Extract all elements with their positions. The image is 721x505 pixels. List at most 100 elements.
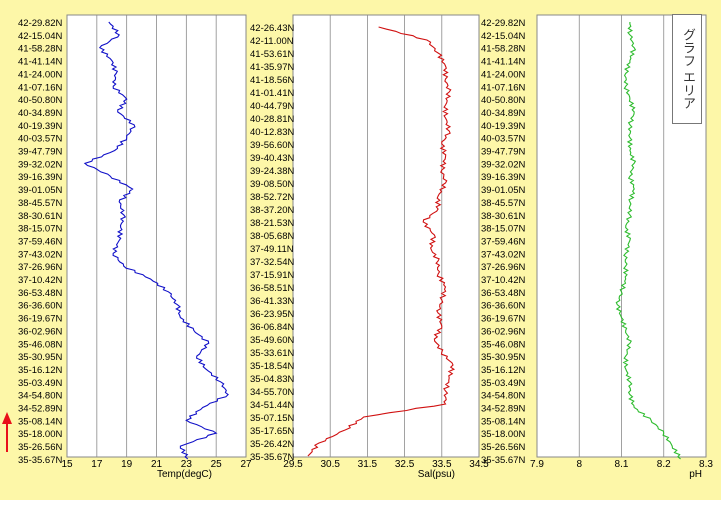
y-tick-label: 35-30.95N — [481, 352, 526, 363]
y-tick-label: 41-18.56N — [250, 75, 295, 86]
x-tick-label: 27 — [240, 459, 252, 470]
y-tick-label: 36-53.48N — [481, 288, 526, 299]
y-tick-label: 35-46.08N — [481, 339, 526, 350]
y-tick-label: 39-47.79N — [18, 147, 63, 158]
y-tick-label: 35-18.54N — [250, 361, 295, 372]
y-tick-label: 35-07.15N — [250, 413, 295, 424]
y-tick-label: 35-46.08N — [18, 339, 63, 350]
y-tick-label: 40-19.39N — [18, 121, 63, 132]
y-tick-label: 38-15.07N — [481, 224, 526, 235]
series-line-1 — [83, 21, 229, 460]
y-tick-label: 38-05.68N — [250, 231, 295, 242]
y-tick-label: 35-26.56N — [18, 442, 63, 453]
y-tick-label: 41-01.41N — [250, 88, 295, 99]
y-tick-label: 41-58.28N — [18, 44, 63, 55]
x-tick-label: 29.5 — [283, 459, 303, 470]
y-tick-label: 38-45.57N — [481, 198, 526, 209]
y-tick-label: 36-23.95N — [250, 309, 295, 320]
x-tick-label: 31.5 — [358, 459, 378, 470]
y-tick-label: 36-19.67N — [18, 314, 63, 325]
x-tick-label: 21 — [151, 459, 163, 470]
y-tick-label: 35-33.61N — [250, 348, 295, 359]
y-tick-label: 40-34.89N — [18, 108, 63, 119]
y-tick-label: 37-59.46N — [481, 236, 526, 247]
y-tick-label: 38-21.53N — [250, 218, 295, 229]
y-tick-label: 41-58.28N — [481, 44, 526, 55]
y-tick-label: 37-10.42N — [481, 275, 526, 286]
y-tick-label: 35-17.65N — [250, 426, 295, 437]
y-tick-label: 36-06.84N — [250, 322, 295, 333]
y-tick-label: 41-53.61N — [250, 49, 295, 60]
y-tick-label: 42-11.00N — [250, 36, 294, 47]
x-tick-label: 8.3 — [699, 459, 713, 470]
y-tick-label: 40-50.80N — [481, 95, 526, 106]
y-tick-label: 35-35.67N — [18, 455, 63, 466]
x-tick-label: 8.1 — [615, 459, 629, 470]
plot-area-2 — [292, 14, 480, 458]
x-tick-label: 15 — [61, 459, 73, 470]
y-tick-label: 38-45.57N — [18, 198, 63, 209]
y-tick-label: 39-32.02N — [18, 159, 63, 170]
y-tick-label: 39-16.39N — [481, 172, 526, 183]
y-tick-label: 42-26.43N — [250, 23, 295, 34]
y-tick-label: 35-08.14N — [481, 416, 526, 427]
y-tick-label: 34-54.80N — [481, 391, 526, 402]
x-tick-label: 30.5 — [320, 459, 340, 470]
x-tick-label: 19 — [121, 459, 133, 470]
y-tick-label: 42-29.82N — [18, 18, 63, 29]
y-tick-label: 37-15.91N — [250, 270, 295, 281]
annotation-label: グラフ エリア — [672, 14, 702, 124]
y-tick-label: 35-26.56N — [481, 442, 526, 453]
x-tick-label: 32.5 — [395, 459, 415, 470]
y-tick-label: 37-43.02N — [18, 249, 63, 260]
y-tick-label: 35-49.60N — [250, 335, 295, 346]
y-tick-label: 37-10.42N — [18, 275, 63, 286]
y-tick-label: 36-58.51N — [250, 283, 295, 294]
y-tick-label: 38-52.72N — [250, 192, 295, 203]
y-tick-label: 35-16.12N — [481, 365, 526, 376]
y-tick-label: 34-52.89N — [18, 404, 63, 415]
y-tick-label: 34-54.80N — [18, 391, 63, 402]
y-tick-label: 42-15.04N — [481, 31, 526, 42]
y-tick-label: 35-03.49N — [481, 378, 526, 389]
x-tick-label: 8 — [576, 459, 582, 470]
y-tick-label: 40-28.81N — [250, 114, 295, 125]
y-tick-label: 34-52.89N — [481, 404, 526, 415]
x-tick-label: 23 — [181, 459, 193, 470]
y-tick-label: 36-02.96N — [481, 326, 526, 337]
y-tick-label: 35-03.49N — [18, 378, 63, 389]
y-tick-label: 39-08.50N — [250, 179, 295, 190]
y-tick-label: 35-30.95N — [18, 352, 63, 363]
up-arrow-icon — [2, 412, 12, 424]
y-tick-label: 39-56.60N — [250, 140, 295, 151]
x-axis-label: pH — [689, 469, 702, 480]
y-tick-label: 37-49.11N — [250, 244, 294, 255]
y-tick-label: 40-19.39N — [481, 121, 526, 132]
y-tick-label: 34-51.44N — [250, 400, 295, 411]
y-tick-label: 39-24.38N — [250, 166, 295, 177]
y-tick-label: 37-26.96N — [18, 262, 63, 273]
y-tick-label: 37-43.02N — [481, 249, 526, 260]
y-tick-label: 38-30.61N — [481, 211, 526, 222]
series-line-2 — [307, 26, 456, 457]
y-tick-label: 36-36.60N — [481, 301, 526, 312]
y-tick-label: 38-37.20N — [250, 205, 295, 216]
y-tick-label: 41-07.16N — [18, 82, 63, 93]
x-tick-label: 17 — [91, 459, 103, 470]
y-tick-label: 38-30.61N — [18, 211, 63, 222]
y-tick-label: 39-40.43N — [250, 153, 295, 164]
y-tick-label: 36-02.96N — [18, 326, 63, 337]
y-tick-label: 38-15.07N — [18, 224, 63, 235]
y-tick-label: 36-19.67N — [481, 314, 526, 325]
x-tick-label: 34.5 — [469, 459, 489, 470]
y-tick-label: 35-04.83N — [250, 374, 295, 385]
y-tick-label: 41-07.16N — [481, 82, 526, 93]
series-line-3 — [615, 22, 681, 460]
y-tick-label: 37-59.46N — [18, 236, 63, 247]
y-tick-label: 35-08.14N — [18, 416, 63, 427]
y-tick-label: 39-01.05N — [18, 185, 63, 196]
y-tick-label: 36-36.60N — [18, 301, 63, 312]
y-tick-label: 35-18.00N — [481, 429, 526, 440]
y-tick-label: 42-15.04N — [18, 31, 63, 42]
